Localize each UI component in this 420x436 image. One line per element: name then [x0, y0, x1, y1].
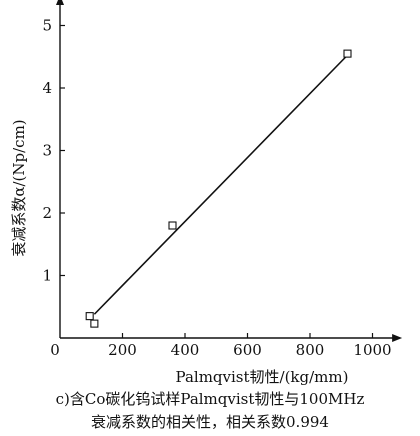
y-tick-label: 5	[42, 17, 52, 35]
x-tick-label: 1000	[353, 341, 391, 359]
x-axis-label: Palmqvist韧性/(kg/mm)	[176, 368, 349, 386]
data-point	[90, 319, 99, 328]
caption-line-1: c)含Co碳化钨试样Palmqvist韧性与100MHz	[55, 390, 365, 408]
caption-line-2: 衰减系数的相关性，相关系数0.994	[91, 413, 329, 431]
y-tick-label: 1	[42, 267, 52, 285]
data-point	[168, 221, 177, 230]
x-tick-label: 400	[171, 341, 200, 359]
y-axis-arrow	[56, 0, 64, 5]
y-tick-label: 4	[42, 79, 52, 97]
x-tick-label: 800	[296, 341, 325, 359]
ticks: 0 200 400 600 800 1000 1 2 3 4 5	[42, 17, 391, 360]
y-axis-label: 衰减系数α/(Np/cm)	[10, 119, 28, 256]
y-tick-label: 3	[42, 142, 52, 160]
fit-line-group	[93, 56, 347, 315]
x-tick-label: 600	[233, 341, 262, 359]
data-point	[85, 312, 94, 321]
y-tick-label: 2	[42, 204, 52, 222]
x-axis-arrow	[392, 334, 403, 342]
x-tick-label: 0	[50, 341, 60, 359]
axes	[56, 0, 403, 342]
data-points	[85, 49, 352, 328]
x-tick-label: 200	[108, 341, 137, 359]
fit-line	[93, 56, 347, 315]
data-point	[343, 49, 352, 58]
